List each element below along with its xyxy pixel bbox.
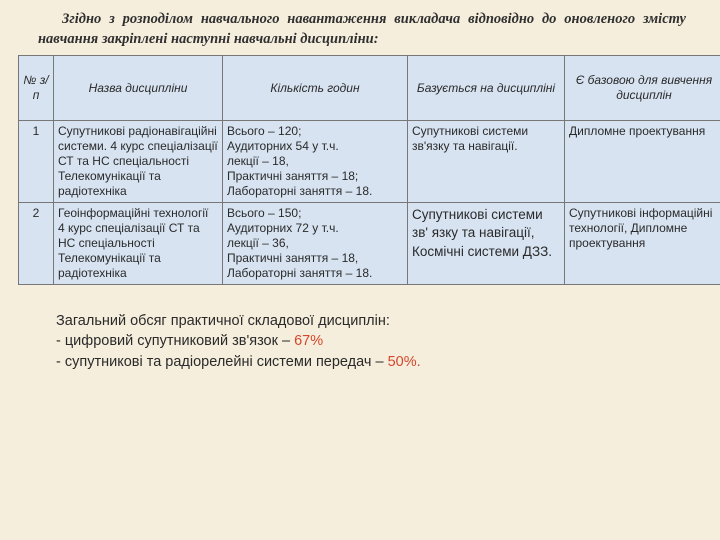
cell-hours: Всього – 120; Аудиторних 54 у т.ч. лекці…: [223, 121, 408, 203]
footer-line2-pct: 67%: [294, 333, 323, 349]
cell-basefor: Дипломне проектування: [565, 121, 720, 203]
cell-num: 2: [19, 203, 54, 285]
table-header-row: № з/п Назва дисципліни Кількість годин Б…: [19, 56, 720, 121]
footer-line1: Загальний обсяг практичної складової дис…: [56, 311, 700, 331]
cell-basefor: Супутникові інформаційні технології, Дип…: [565, 203, 720, 285]
col-name-header: Назва дисципліни: [54, 56, 223, 121]
cell-based: Супутникові системи зв'язку та навігації…: [408, 121, 565, 203]
col-based-header: Базується на дисципліні: [408, 56, 565, 121]
footer-line3-pct: 50%.: [388, 354, 421, 370]
table-row: 2 Геоінформаційні технології 4 курс спец…: [19, 203, 720, 285]
cell-name: Супутникові радіонавігаційні системи. 4 …: [54, 121, 223, 203]
disciplines-table: № з/п Назва дисципліни Кількість годин Б…: [18, 55, 720, 285]
cell-hours: Всього – 150; Аудиторних 72 у т.ч. лекці…: [223, 203, 408, 285]
footer-line2: - цифровий супутниковий зв'язок – 67%: [56, 331, 700, 351]
intro-text: Згідно з розподілом навчального навантаж…: [0, 0, 720, 55]
cell-num: 1: [19, 121, 54, 203]
footer-line2-text: - цифровий супутниковий зв'язок –: [56, 333, 294, 349]
col-basefor-header: Є базовою для вивчення дисциплін: [565, 56, 720, 121]
col-num-header: № з/п: [19, 56, 54, 121]
footer-block: Загальний обсяг практичної складової дис…: [0, 285, 720, 372]
footer-line3-text: - супутникові та радіорелейні системи пе…: [56, 354, 388, 370]
cell-name: Геоінформаційні технології 4 курс спеціа…: [54, 203, 223, 285]
cell-based: Супутникові системи зв' язку та навігаці…: [408, 203, 565, 285]
footer-line3: - супутникові та радіорелейні системи пе…: [56, 352, 700, 372]
col-hours-header: Кількість годин: [223, 56, 408, 121]
table-row: 1 Супутникові радіонавігаційні системи. …: [19, 121, 720, 203]
